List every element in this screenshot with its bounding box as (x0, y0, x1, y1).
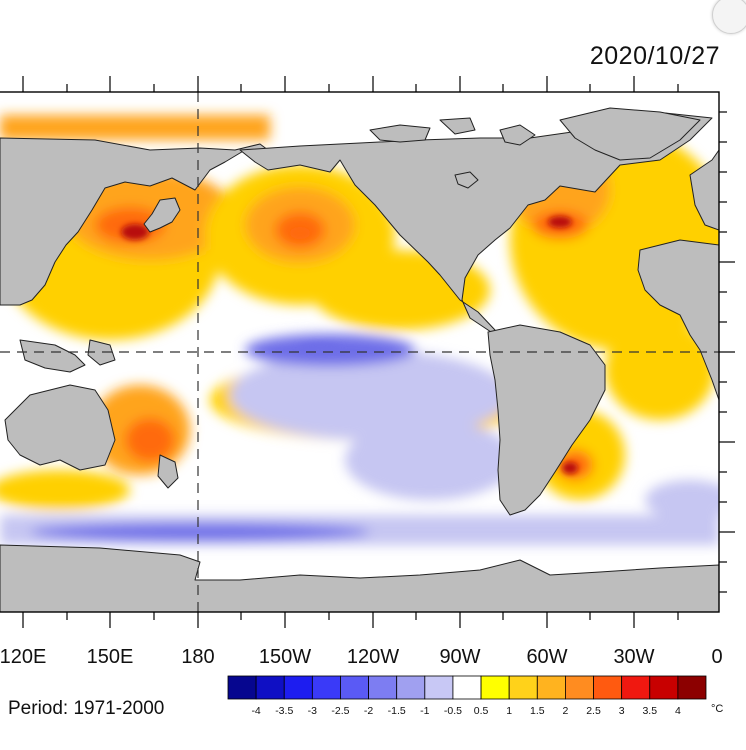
anomaly-hotspots (121, 216, 578, 474)
colorbar-tick-label: -2.5 (331, 705, 350, 717)
lon-label-150w: 150W (258, 646, 312, 668)
colorbar-box (677, 675, 707, 700)
antarctica-land (0, 544, 719, 612)
colorbar-tick-label: 4 (674, 705, 681, 717)
colorbar-tick-label: 3.5 (642, 705, 658, 717)
colorbar-box (480, 675, 510, 700)
colorbar-tick-label: 1.5 (529, 705, 545, 717)
colorbar-tick-label: 2 (562, 705, 569, 717)
graticule (0, 92, 719, 612)
lon-label-90w: 90W (439, 646, 481, 668)
colorbar-box (368, 675, 398, 700)
colorbar-box (508, 675, 538, 700)
lon-label-0: 0 (711, 646, 723, 668)
map-date: 2020/10/27 (589, 42, 720, 70)
colorbar-box (396, 675, 426, 700)
lon-label-150e: 150E (86, 646, 134, 668)
colorbar-box (311, 675, 341, 700)
lon-label-120w: 120W (346, 646, 400, 668)
lon-label-60w: 60W (526, 646, 568, 668)
colorbar-tick-label: 3 (618, 705, 625, 717)
colorbar-tick-label: -4 (251, 705, 261, 717)
axis-ticks (22, 76, 735, 628)
arctic-islands (369, 117, 536, 189)
colorbar-box (649, 675, 679, 700)
japan-land (143, 197, 181, 233)
colorbar-tick-label: -3.5 (275, 705, 294, 717)
australia-land (4, 384, 116, 471)
colorbar-box (340, 675, 369, 700)
asia-landmass (0, 137, 269, 306)
colorbar-box (255, 675, 285, 700)
colorbar-box (621, 675, 651, 700)
colorbar-tick-label: -2 (363, 705, 374, 717)
colorbar-box (536, 675, 566, 700)
lon-label-120e: 120E (0, 646, 47, 668)
colorbar-box (593, 675, 623, 700)
new-zealand-land (157, 454, 179, 489)
colorbar-tick-label: 2.5 (586, 705, 601, 717)
colorbar-box (424, 675, 454, 700)
period-label: Period: 1971-2000 (8, 698, 165, 719)
colorbar-tick-label: -1.5 (387, 705, 406, 717)
colorbar-box (227, 675, 257, 700)
colorbar-tick-label: -0.5 (443, 705, 462, 717)
colorbar-tick-label: -3 (307, 705, 318, 717)
colorbar-tick-label: 1 (506, 705, 513, 717)
land-masses (0, 107, 719, 612)
colorbar (227, 675, 707, 700)
lon-label-180: 180 (181, 646, 215, 668)
colorbar-tick-label: -1 (420, 705, 430, 717)
lon-label-30w: 30W (613, 646, 655, 668)
europe-land (689, 149, 719, 231)
colorbar-box (565, 675, 594, 700)
corner-button-icon[interactable] (712, 0, 746, 34)
colorbar-box (283, 675, 313, 700)
south-america-land (487, 324, 606, 516)
colorbar-unit: °C (711, 703, 724, 715)
colorbar-box (452, 675, 482, 700)
greenland-land (559, 107, 701, 161)
africa-land (637, 239, 719, 401)
colorbar-tick-label: 0.5 (473, 705, 489, 717)
